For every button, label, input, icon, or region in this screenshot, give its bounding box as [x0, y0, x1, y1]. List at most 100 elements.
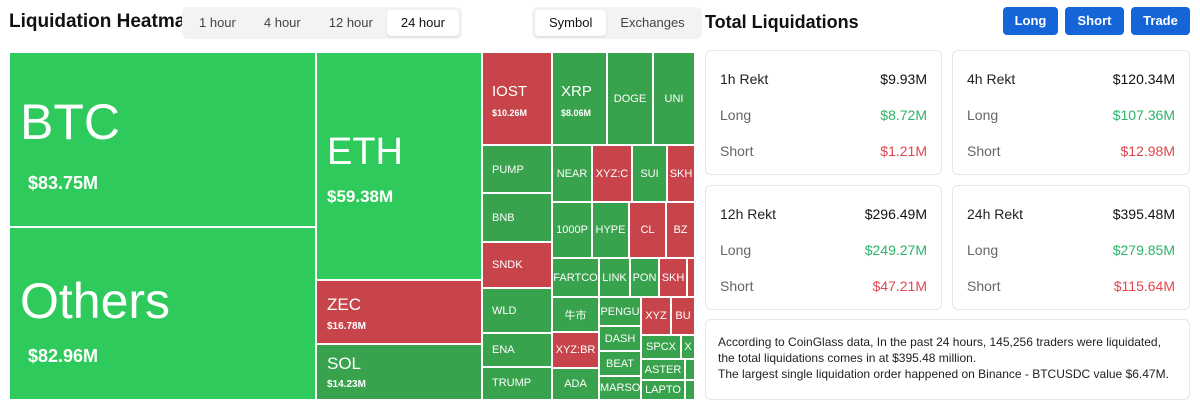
- long-value: $249.27M: [864, 242, 927, 258]
- heatmap-tile-fartco[interactable]: FARTCO: [552, 258, 599, 297]
- tile-symbol: Others: [20, 273, 171, 329]
- card-total: $9.93M: [880, 71, 927, 87]
- tile-symbol: FARTCO: [553, 271, 598, 284]
- time-option-24h[interactable]: 24 hour: [386, 10, 459, 36]
- heatmap-tile-1000p[interactable]: 1000P: [552, 202, 592, 258]
- tile-value: $82.96M: [28, 346, 99, 366]
- heatmap-tile-pump[interactable]: PUMP: [482, 145, 552, 193]
- heatmap-tile-near[interactable]: NEAR: [552, 145, 592, 202]
- heatmap-tile-xyz[interactable]: XYZ: [641, 297, 671, 335]
- heatmap-tile-xyz-c[interactable]: XYZ:C: [592, 145, 632, 202]
- tile-symbol: BTC: [20, 94, 120, 150]
- heatmap-tile-trump[interactable]: TRUMP: [482, 367, 552, 400]
- heatmap-tile-bu[interactable]: BU: [671, 297, 695, 335]
- heatmap-tile-pengu[interactable]: PENGU: [599, 297, 641, 326]
- short-button[interactable]: Short: [1065, 7, 1124, 35]
- heatmap-tile-aster[interactable]: ASTER: [641, 359, 685, 380]
- heatmap-tile-niushi[interactable]: 牛市: [552, 297, 599, 332]
- heatmap-tile-x[interactable]: X: [681, 335, 695, 359]
- view-option-symbol[interactable]: Symbol: [535, 10, 607, 36]
- tile-symbol: BU: [675, 310, 691, 322]
- heatmap-tile-misc-1[interactable]: [687, 258, 695, 297]
- heatmap-tile-link[interactable]: LINK: [599, 258, 630, 297]
- tile-symbol: PUMP: [492, 164, 524, 176]
- heatmap-tile-sndk[interactable]: SNDK: [482, 242, 552, 288]
- heatmap-tile-misc-2[interactable]: [685, 359, 695, 380]
- view-option-exchanges[interactable]: Exchanges: [620, 15, 685, 30]
- heatmap-tile-dash[interactable]: DASH: [599, 326, 641, 351]
- tile-symbol: XYZ: [645, 310, 667, 322]
- card-label: 12h Rekt: [720, 206, 777, 222]
- tile-value: $8.06M: [561, 108, 592, 118]
- heatmap-tile-misc-3[interactable]: [685, 380, 695, 400]
- heatmap-tile-others[interactable]: Others $82.96M: [9, 227, 316, 400]
- heatmap-tile-zec[interactable]: ZEC $16.78M: [316, 280, 482, 344]
- tile-symbol: LINK: [602, 271, 627, 284]
- heatmap-tile-eth[interactable]: ETH $59.38M: [316, 52, 482, 280]
- short-label: Short: [720, 278, 754, 294]
- tile-symbol: HYPE: [595, 224, 626, 236]
- tile-value: $16.78M: [327, 321, 366, 332]
- time-option-12h[interactable]: 12 hour: [328, 15, 373, 30]
- heatmap-tile-iost[interactable]: IOST $10.26M: [482, 52, 552, 145]
- heatmap-tile-skh[interactable]: SKH: [667, 145, 695, 202]
- short-value: $12.98M: [1120, 143, 1175, 159]
- heatmap-tile-bz[interactable]: BZ: [666, 202, 695, 258]
- heatmap-tile-beat[interactable]: BEAT: [599, 351, 641, 376]
- heatmap-tile-xrp[interactable]: XRP $8.06M: [552, 52, 607, 145]
- heatmap-tile-btc[interactable]: BTC $83.75M: [9, 52, 316, 227]
- heatmap-tile-ena[interactable]: ENA: [482, 333, 552, 367]
- tile-symbol: SKH: [669, 167, 693, 180]
- tile-symbol: 牛市: [564, 309, 587, 322]
- tile-value: $83.75M: [28, 173, 99, 193]
- stats-card-1h: 1h Rekt $9.93M Long $8.72M Short $1.21M: [705, 50, 942, 175]
- long-value: $8.72M: [880, 107, 927, 123]
- heatmap-tile-lapto[interactable]: LAPTO: [641, 380, 685, 400]
- card-total: $120.34M: [1112, 71, 1175, 87]
- time-option-4h[interactable]: 4 hour: [263, 15, 301, 30]
- tile-symbol: UNI: [664, 92, 684, 105]
- stats-card-12h: 12h Rekt $296.49M Long $249.27M Short $47.2…: [705, 185, 942, 310]
- total-liquidations-title: Total Liquidations: [705, 12, 859, 32]
- liquidation-summary: According to CoinGlass data, In the past…: [705, 319, 1190, 400]
- tile-symbol: XYZ:BR: [555, 344, 596, 356]
- tile-symbol: BNB: [492, 212, 515, 224]
- long-label: Long: [967, 107, 999, 123]
- heatmap-tile-ada[interactable]: ADA: [552, 368, 599, 400]
- heatmap-tile-doge[interactable]: DOGE: [607, 52, 653, 145]
- tile-symbol: XYZ:C: [595, 167, 629, 180]
- heatmap-tile-cl[interactable]: CL: [629, 202, 666, 258]
- tile-symbol: SPCX: [646, 341, 676, 353]
- short-value: $47.21M: [872, 278, 927, 294]
- heatmap-tile-uni[interactable]: UNI: [653, 52, 695, 145]
- trade-button[interactable]: Trade: [1131, 7, 1190, 35]
- short-label: Short: [967, 278, 1001, 294]
- heatmap-tile-xyz-br[interactable]: XYZ:BR: [552, 332, 599, 368]
- heatmap-tile-sui[interactable]: SUI: [632, 145, 667, 202]
- tile-symbol: PON: [632, 271, 657, 284]
- heatmap-tile-spcx[interactable]: SPCX: [641, 335, 681, 359]
- heatmap-tile-wld[interactable]: WLD: [482, 288, 552, 333]
- card-total: $296.49M: [864, 206, 927, 222]
- heatmap-tile-pon[interactable]: PON: [630, 258, 659, 297]
- tile-symbol: MARSO: [600, 382, 641, 394]
- heatmap-tile-sol[interactable]: SOL $14.23M: [316, 344, 482, 400]
- long-label: Long: [720, 242, 752, 258]
- heatmap-tile-bnb[interactable]: BNB: [482, 193, 552, 242]
- long-button[interactable]: Long: [1003, 7, 1058, 35]
- summary-line-1: According to CoinGlass data, In the past…: [718, 335, 1161, 365]
- stats-card-4h: 4h Rekt $120.34M Long $107.36M Short $12.98…: [952, 50, 1190, 175]
- tile-symbol: SOL: [327, 354, 362, 373]
- tile-symbol: SKH: [661, 271, 685, 284]
- time-option-1h[interactable]: 1 hour: [199, 15, 236, 30]
- heatmap-tile-skh-2[interactable]: SKH: [659, 258, 687, 297]
- heatmap-tile-marso[interactable]: MARSO: [599, 376, 641, 400]
- tile-symbol: NEAR: [556, 167, 588, 180]
- view-mode-selector: Symbol Exchanges: [532, 7, 702, 39]
- tile-symbol: XRP: [561, 83, 592, 100]
- card-label: 4h Rekt: [967, 71, 1016, 87]
- tile-symbol: TRUMP: [492, 377, 532, 389]
- tile-value: $14.23M: [327, 379, 366, 390]
- heatmap-tile-hype[interactable]: HYPE: [592, 202, 629, 258]
- tile-value: $10.26M: [492, 108, 528, 118]
